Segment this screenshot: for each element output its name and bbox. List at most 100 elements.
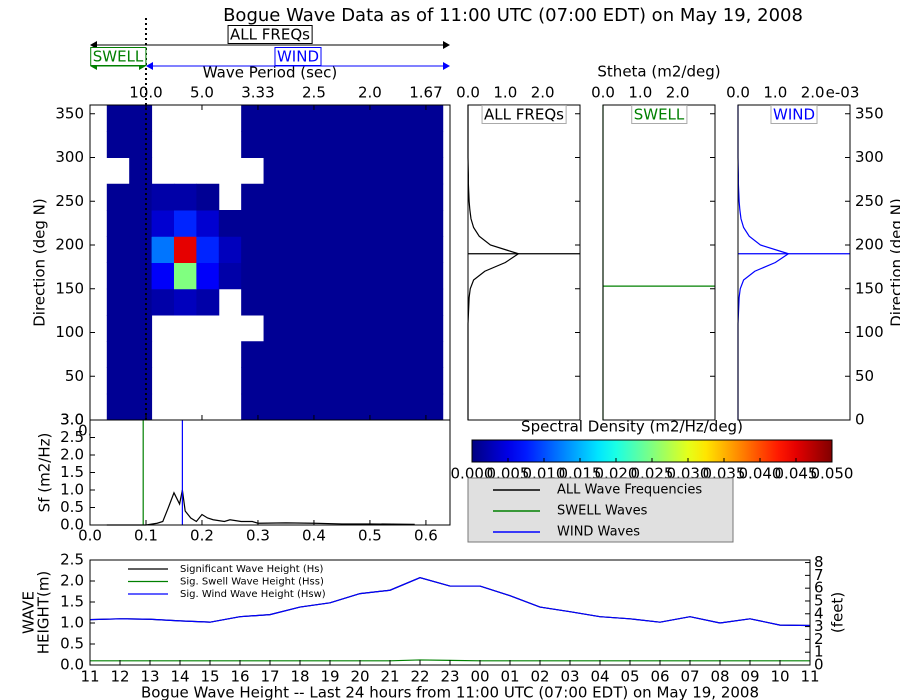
heat-cell	[353, 131, 377, 158]
arrow-head	[443, 62, 450, 70]
heat-cell	[263, 105, 287, 132]
heat-cell	[420, 105, 444, 132]
heat-cell	[241, 288, 265, 316]
heat-cell	[397, 183, 421, 211]
heat-cell	[375, 210, 399, 237]
panel-title: WIND	[773, 106, 815, 124]
heat-cell	[308, 183, 332, 211]
y-tick-label: 0	[855, 411, 865, 429]
x-tick-label: 0.6	[414, 527, 438, 545]
legend-label: WIND Waves	[557, 525, 640, 540]
x-tick-label: 00	[470, 668, 489, 686]
x-tick-label: 12	[110, 668, 129, 686]
heat-cell	[263, 262, 287, 290]
heat-cell	[330, 367, 354, 395]
heat-cell	[173, 210, 197, 237]
panel-title: ALL FREQs	[484, 106, 564, 124]
colorbar-tick-label: 0.045	[775, 465, 818, 483]
heat-cell	[263, 315, 287, 342]
heat-cell	[330, 157, 354, 185]
heat-cell	[285, 341, 309, 368]
heat-cell	[106, 262, 130, 290]
y-axis-label: WAVE	[20, 591, 38, 634]
heat-cell	[308, 157, 332, 185]
heat-cell	[397, 315, 421, 342]
heat-cell	[129, 183, 153, 211]
x-axis-label: Stheta (m2/deg)	[597, 63, 720, 81]
heat-cell	[106, 341, 130, 368]
heat-cell	[263, 131, 287, 158]
heat-cell	[397, 131, 421, 158]
heat-cell	[241, 210, 265, 237]
x-tick-label: 1.0	[628, 84, 652, 102]
heat-cell	[353, 341, 377, 368]
y2-axis-label: Direction (deg N)	[888, 198, 900, 327]
heat-cell	[263, 288, 287, 316]
x-tick-label: 13	[140, 668, 159, 686]
legend-label: ALL Wave Frequencies	[557, 483, 702, 498]
heat-cell	[218, 210, 242, 237]
x2-tick-label: 2.0	[358, 84, 382, 102]
heat-cell	[308, 236, 332, 263]
heat-cell	[375, 131, 399, 158]
x2-tick-label: 5.0	[190, 84, 214, 102]
heat-cell	[285, 183, 309, 211]
heat-cell	[353, 236, 377, 263]
label-box	[631, 105, 688, 124]
heat-cell	[241, 341, 265, 368]
heat-cell	[196, 288, 220, 316]
x-tick-label: 0.0	[78, 527, 102, 545]
x2-tick-label: 10.0	[129, 84, 162, 102]
heat-cell	[420, 131, 444, 158]
heat-cell	[397, 157, 421, 185]
heat-cell	[218, 236, 242, 263]
x-tick-label: 03	[560, 668, 579, 686]
heat-cell	[375, 105, 399, 132]
series-line	[89, 577, 811, 627]
plot-background	[90, 560, 810, 665]
heat-cell	[420, 210, 444, 237]
heat-cell	[241, 367, 265, 395]
plot-background	[90, 420, 450, 525]
heat-cell	[330, 236, 354, 263]
heat-cell	[196, 210, 220, 237]
heat-cell	[330, 315, 354, 342]
y-tick-label: 300	[55, 148, 84, 166]
y-tick-label: 200	[855, 236, 884, 254]
x-tick-label: 18	[290, 668, 309, 686]
heat-cell	[263, 367, 287, 395]
x-tick-label: 10	[770, 668, 789, 686]
plot-background	[603, 105, 715, 420]
heat-cell	[263, 393, 287, 421]
y-tick-label: 100	[855, 323, 884, 341]
heat-cell	[129, 288, 153, 316]
x-tick-label: 06	[650, 668, 669, 686]
heat-cell	[420, 367, 444, 395]
colorbar-tick-label: 0.040	[739, 465, 782, 483]
heat-cell	[106, 105, 130, 132]
heat-cell	[196, 183, 220, 211]
heat-cell	[129, 367, 153, 395]
legend-label: Sig. Swell Wave Height (Hss)	[180, 577, 324, 588]
x2-tick-label: 1.67	[409, 84, 442, 102]
band-label: WIND	[277, 48, 319, 66]
x-tick-label: 0.0	[591, 84, 615, 102]
heat-cell	[330, 183, 354, 211]
y2-tick-label: 1	[814, 643, 824, 661]
heat-cell	[330, 210, 354, 237]
heat-cell	[308, 131, 332, 158]
heat-cell	[353, 367, 377, 395]
colorbar-tick-label: 0.050	[811, 465, 854, 483]
heat-cell	[397, 105, 421, 132]
heat-cell	[285, 131, 309, 158]
heat-cell	[420, 236, 444, 263]
y-tick-label: 150	[855, 279, 884, 297]
heat-cell	[196, 236, 220, 263]
heat-cell	[353, 315, 377, 342]
x2-tick-label: 3.33	[241, 84, 274, 102]
heat-cell	[129, 262, 153, 290]
heat-cell	[241, 105, 265, 132]
heat-cell	[285, 367, 309, 395]
heat-cell	[173, 183, 197, 211]
x-tick-label: 05	[620, 668, 639, 686]
